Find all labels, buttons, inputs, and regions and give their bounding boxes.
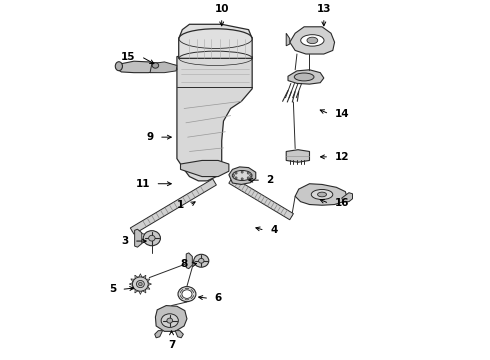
Polygon shape: [116, 61, 177, 73]
Text: 11: 11: [136, 179, 150, 189]
Polygon shape: [155, 330, 163, 338]
Ellipse shape: [301, 35, 324, 46]
Polygon shape: [180, 161, 229, 176]
Ellipse shape: [232, 171, 252, 180]
Circle shape: [241, 178, 243, 180]
Ellipse shape: [178, 287, 196, 302]
Polygon shape: [175, 330, 183, 338]
Polygon shape: [130, 179, 217, 234]
Circle shape: [247, 172, 249, 174]
Text: 1: 1: [177, 200, 184, 210]
Ellipse shape: [198, 258, 204, 263]
Circle shape: [235, 177, 237, 179]
Polygon shape: [177, 57, 252, 181]
Ellipse shape: [318, 192, 326, 197]
Text: 13: 13: [317, 4, 331, 14]
Polygon shape: [229, 167, 256, 184]
Text: 2: 2: [267, 175, 274, 185]
Polygon shape: [286, 150, 310, 162]
Text: 14: 14: [335, 109, 349, 119]
Circle shape: [241, 171, 243, 173]
Text: 16: 16: [335, 198, 349, 208]
Ellipse shape: [139, 283, 142, 286]
Polygon shape: [295, 184, 347, 205]
Text: 6: 6: [215, 293, 222, 303]
Ellipse shape: [194, 254, 209, 267]
Ellipse shape: [307, 37, 318, 44]
Text: 5: 5: [109, 284, 116, 294]
Polygon shape: [290, 27, 335, 54]
Ellipse shape: [136, 280, 145, 288]
Polygon shape: [150, 62, 177, 73]
Ellipse shape: [132, 277, 148, 291]
Ellipse shape: [294, 73, 314, 81]
Polygon shape: [229, 177, 294, 220]
Circle shape: [232, 174, 235, 176]
Text: 7: 7: [168, 339, 175, 350]
Ellipse shape: [167, 318, 172, 323]
Polygon shape: [342, 193, 352, 202]
Circle shape: [247, 177, 249, 179]
Ellipse shape: [182, 290, 192, 298]
Text: 4: 4: [270, 225, 277, 235]
Circle shape: [235, 172, 237, 174]
Ellipse shape: [311, 189, 333, 199]
Ellipse shape: [143, 231, 160, 246]
Polygon shape: [186, 253, 193, 269]
Ellipse shape: [115, 62, 122, 71]
Polygon shape: [288, 70, 324, 84]
Ellipse shape: [161, 314, 178, 327]
Polygon shape: [286, 33, 290, 46]
Text: 9: 9: [147, 132, 154, 142]
Text: 12: 12: [335, 152, 349, 162]
Ellipse shape: [152, 63, 159, 68]
Polygon shape: [135, 229, 142, 247]
Text: 10: 10: [215, 4, 229, 14]
Text: 15: 15: [121, 51, 136, 62]
Polygon shape: [179, 24, 252, 58]
Ellipse shape: [148, 235, 155, 241]
Text: 3: 3: [122, 236, 128, 246]
Circle shape: [250, 174, 252, 176]
Polygon shape: [155, 306, 187, 331]
Text: 8: 8: [180, 259, 188, 269]
